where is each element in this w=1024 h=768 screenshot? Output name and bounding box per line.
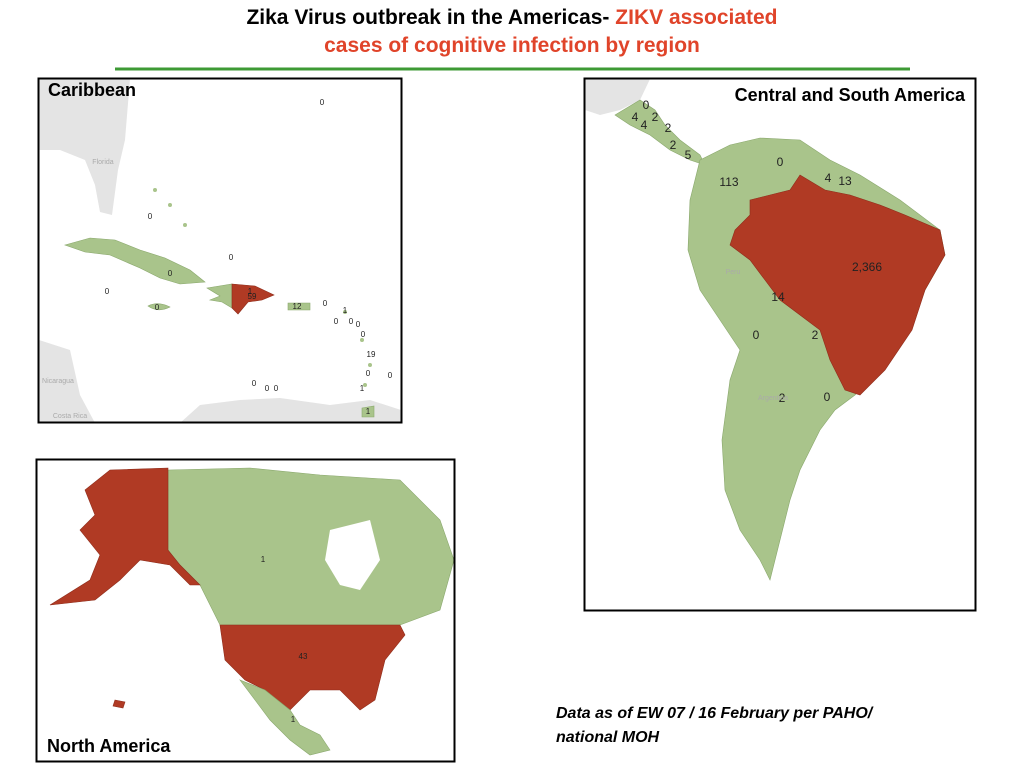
map-value: 1	[366, 407, 371, 416]
place-name: Florida	[92, 159, 114, 166]
map-value: 0	[388, 371, 393, 380]
map-value: 19	[367, 350, 376, 359]
map-value: 0	[643, 98, 650, 112]
note-line1: Data as of EW 07 / 16 February per PAHO/	[556, 705, 874, 722]
map-value: 0	[168, 269, 173, 278]
place-name: Peru	[726, 269, 741, 276]
map-value: 2	[652, 110, 659, 124]
panel-label: Central and South America	[735, 85, 966, 105]
map-value: 0	[323, 299, 328, 308]
map-value: 4	[641, 118, 648, 132]
panel-label: Caribbean	[48, 80, 136, 100]
map-value: 2	[670, 138, 677, 152]
title-line2: cases of cognitive infection by region	[324, 34, 700, 57]
map-value: 14	[771, 290, 785, 304]
map-value: 1	[261, 555, 266, 564]
panel-label: North America	[47, 736, 171, 756]
caribbean-panel: Caribbean	[37, 77, 403, 424]
map-value: 0	[274, 384, 279, 393]
title-black: Zika Virus outbreak in the Americas-	[246, 6, 609, 29]
note-line2: national MOH	[556, 729, 660, 746]
map-value: 113	[719, 175, 738, 189]
map-value: 0	[265, 384, 270, 393]
map-value: 0	[777, 155, 784, 169]
map-value: 2,366	[852, 260, 882, 274]
place-name: Costa Rica	[53, 413, 87, 420]
map-value: 0	[148, 212, 153, 221]
map-value: 2	[665, 121, 672, 135]
map-value: 1	[343, 306, 348, 315]
map-value: 13	[838, 174, 852, 188]
map-value: 12	[293, 302, 302, 311]
title-line1: Zika Virus outbreak in the Americas- ZIK…	[246, 6, 777, 29]
map-value: 0	[349, 317, 354, 326]
map-value: 0	[334, 317, 339, 326]
map-value: 0	[320, 98, 325, 107]
central-south-panel: Central and South America	[583, 77, 977, 612]
map-value: 5	[685, 148, 692, 162]
map-value: 0	[105, 287, 110, 296]
map-value: 0	[824, 390, 831, 404]
north-america-panel: North America	[35, 458, 456, 763]
map-value: 43	[299, 652, 308, 661]
map-value: 0	[753, 328, 760, 342]
place-name: Nicaragua	[42, 378, 74, 385]
map-value: 0	[252, 379, 257, 388]
map-value: 59	[248, 292, 257, 301]
map-value: 4	[632, 110, 639, 124]
map-value: 1	[360, 384, 365, 393]
place-name: Argentina	[758, 395, 788, 402]
map-value: 0	[356, 320, 361, 329]
map-value: 0	[155, 303, 160, 312]
map-value: 0	[366, 369, 371, 378]
map-value: 0	[361, 330, 366, 339]
map-value: 2	[779, 391, 786, 405]
map-value: 0	[229, 253, 234, 262]
map-value: 4	[825, 171, 832, 185]
map-value: 2	[812, 328, 819, 342]
map-value: 1	[291, 715, 296, 724]
title-red: ZIKV associated	[615, 6, 777, 29]
map-value: 1	[248, 287, 253, 296]
